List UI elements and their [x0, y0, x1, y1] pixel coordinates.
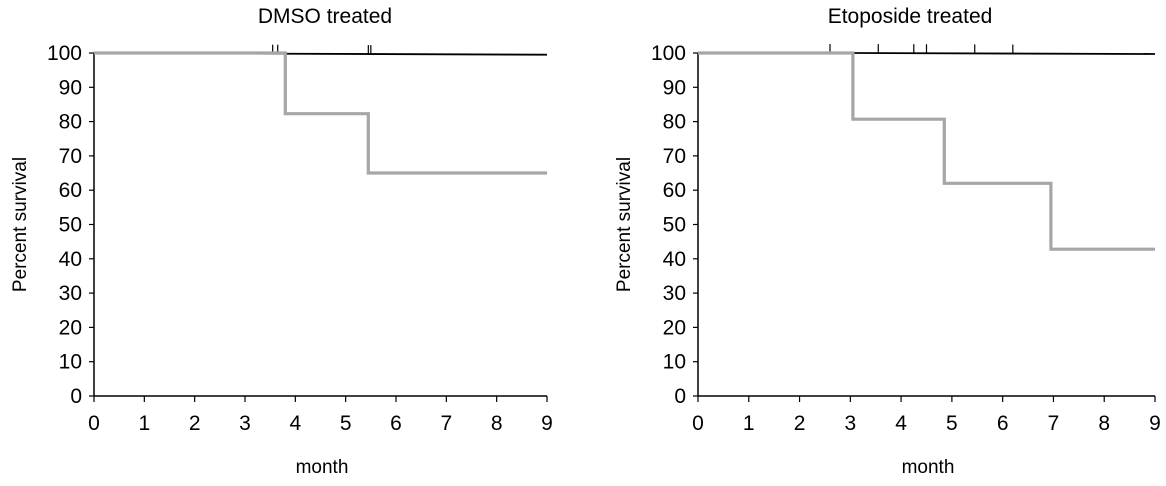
y-tick-label: 30: [663, 282, 686, 305]
y-tick-label: 100: [651, 42, 686, 65]
y-tick-label: 50: [59, 214, 82, 237]
x-tick-label: 9: [541, 412, 553, 435]
y-axis-label: Percent survival: [10, 157, 31, 292]
x-axis-label: month: [296, 457, 349, 478]
x-tick-label: 6: [390, 412, 402, 435]
x-axis-label: month: [902, 457, 955, 478]
y-tick-label: 40: [663, 248, 686, 271]
y-tick-label: 20: [59, 316, 82, 339]
y-tick-label: 70: [59, 145, 82, 168]
x-tick-label: 3: [844, 412, 856, 435]
x-tick-label: 8: [1098, 412, 1110, 435]
y-tick-label: 70: [663, 145, 686, 168]
x-tick-label: 8: [491, 412, 503, 435]
y-axis-label: Percent survival: [614, 157, 635, 292]
y-tick-label: 30: [59, 282, 82, 305]
x-tick-label: 1: [138, 412, 150, 435]
y-tick-label: 80: [59, 111, 82, 134]
survival-line-grey: [698, 51, 1155, 251]
x-tick-label: 6: [997, 412, 1009, 435]
chart-panel-2: Etoposide treated 0 10 20 30 40 50 60 70 80 90 100 0…: [614, 5, 1161, 478]
y-tick-label: 60: [663, 179, 686, 202]
y-tick-label: 50: [663, 214, 686, 237]
chart-panel-1: DMSO treated 0 10 20 30 40 50 60 70 80 90 100 0 1 2 3 4 5…: [10, 5, 553, 478]
x-tick-label: 5: [340, 412, 352, 435]
x-tick-label: 0: [88, 412, 100, 435]
y-tick-label: 40: [59, 248, 82, 271]
y-tick-label: 0: [70, 385, 82, 408]
survival-line-grey: [94, 51, 547, 175]
x-tick-label: 2: [794, 412, 806, 435]
x-tick-label: 2: [189, 412, 201, 435]
x-tick-label: 5: [946, 412, 958, 435]
x-tick-label: 3: [239, 412, 251, 435]
x-tick-label: 7: [1048, 412, 1060, 435]
y-tick-label: 10: [59, 351, 82, 374]
x-tick-label: 4: [289, 412, 301, 435]
y-tick-label: 60: [59, 179, 82, 202]
y-tick-label: 90: [59, 76, 82, 99]
y-tick-label: 10: [663, 351, 686, 374]
y-tick-label: 90: [663, 76, 686, 99]
survival-line-black: [852, 52, 1156, 55]
y-tick-label: 100: [47, 42, 82, 65]
x-tick-label: 1: [743, 412, 755, 435]
x-tick-label: 0: [692, 412, 704, 435]
chart-title: Etoposide treated: [828, 5, 993, 28]
y-tick-label: 0: [674, 385, 686, 408]
x-tick-label: 4: [895, 412, 907, 435]
x-tick-label: 9: [1149, 412, 1161, 435]
chart-title: DMSO treated: [258, 5, 392, 28]
x-tick-label: 7: [440, 412, 452, 435]
y-tick-label: 80: [663, 111, 686, 134]
y-tick-label: 20: [663, 316, 686, 339]
